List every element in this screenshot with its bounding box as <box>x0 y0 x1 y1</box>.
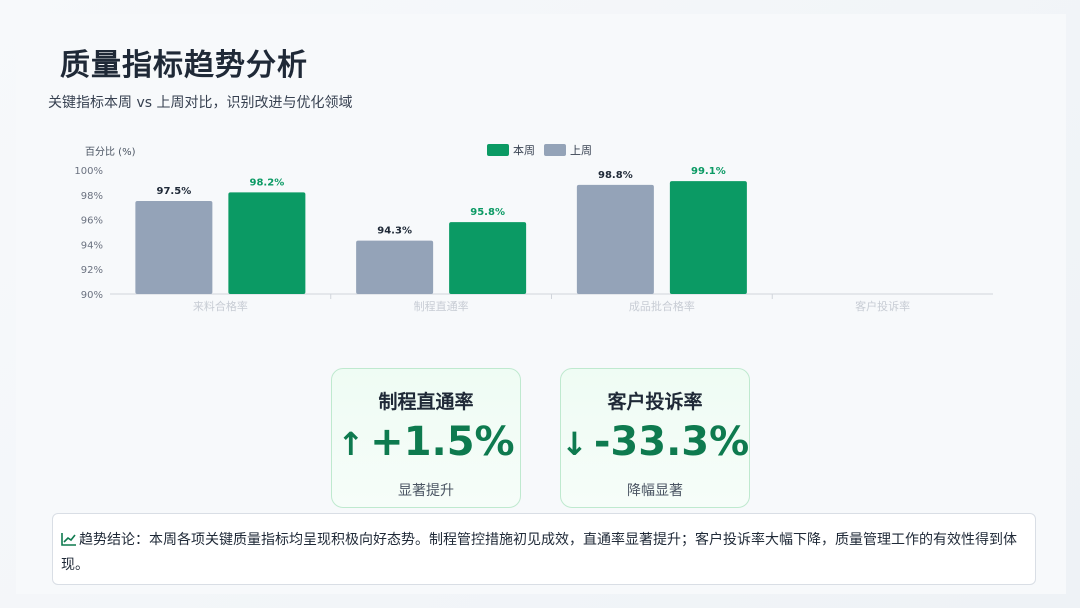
metric-card-process-yield: 制程直通率 ↑ +1.5% 显著提升 <box>331 368 521 508</box>
y-tick-label: 92% <box>81 265 103 276</box>
y-tick-label: 94% <box>81 240 103 251</box>
data-label: 99.1% <box>691 166 726 177</box>
y-tick-label: 90% <box>81 290 103 301</box>
x-category-label: 客户投诉率 <box>855 299 910 313</box>
data-label: 98.8% <box>598 170 633 181</box>
bar-last-week <box>576 184 654 294</box>
bar-this-week <box>669 181 747 294</box>
bar-chart: 百分比 (%) 90% 92% 94% 96% 98% 100% 来料合格率 制程直通率 成品批合… <box>74 143 993 313</box>
legend-swatch <box>544 144 566 156</box>
conclusion-text: 趋势结论：本周各项关键质量指标均呈现积极向好态势。制程管控措施初见成效，直通率显… <box>61 532 1017 573</box>
y-tick-label: 100% <box>74 166 103 177</box>
metric-card-desc: 降幅显著 <box>627 483 683 499</box>
metric-card-title: 客户投诉率 <box>607 391 703 413</box>
page-title: 质量指标趋势分析 <box>60 48 308 83</box>
metric-card-value: ↑ +1.5% <box>332 418 520 468</box>
data-label: 98.2% <box>250 177 285 188</box>
metric-card-desc: 显著提升 <box>398 483 454 499</box>
x-category-label: 成品批合格率 <box>629 299 695 313</box>
data-label: 94.3% <box>377 226 412 237</box>
x-category-label: 来料合格率 <box>193 299 248 313</box>
bar-this-week <box>449 222 527 294</box>
data-label: 97.5% <box>157 186 192 197</box>
metric-card-complaint-rate: 客户投诉率 ↓ -33.3% 降幅显著 <box>560 368 750 508</box>
slide-background <box>16 14 1066 594</box>
legend-swatch <box>487 144 509 156</box>
y-tick-label: 96% <box>81 216 103 227</box>
conclusion-box: 趋势结论：本周各项关键质量指标均呈现积极向好态势。制程管控措施初见成效，直通率显… <box>52 513 1036 585</box>
legend-label: 上周 <box>570 144 592 157</box>
y-tick-label: 98% <box>81 191 103 202</box>
trend-chart-icon <box>61 531 77 554</box>
bar-last-week <box>356 240 434 294</box>
y-axis-label: 百分比 (%) <box>85 146 136 158</box>
data-label: 95.8% <box>470 207 505 218</box>
arrow-up-icon: ↑ <box>337 425 365 463</box>
legend-label: 本周 <box>513 143 535 157</box>
x-category-label: 制程直通率 <box>414 299 469 313</box>
metric-card-title: 制程直通率 <box>378 391 474 413</box>
bar-last-week <box>135 201 213 294</box>
metric-value-text: +1.5% <box>370 419 515 465</box>
page-subtitle: 关键指标本周 vs 上周对比，识别改进与优化领域 <box>48 95 353 111</box>
metric-card-value: ↓ -33.3% <box>561 418 749 468</box>
metric-value-text: -33.3% <box>593 419 750 465</box>
arrow-down-icon: ↓ <box>561 425 588 463</box>
bar-this-week <box>228 192 306 294</box>
